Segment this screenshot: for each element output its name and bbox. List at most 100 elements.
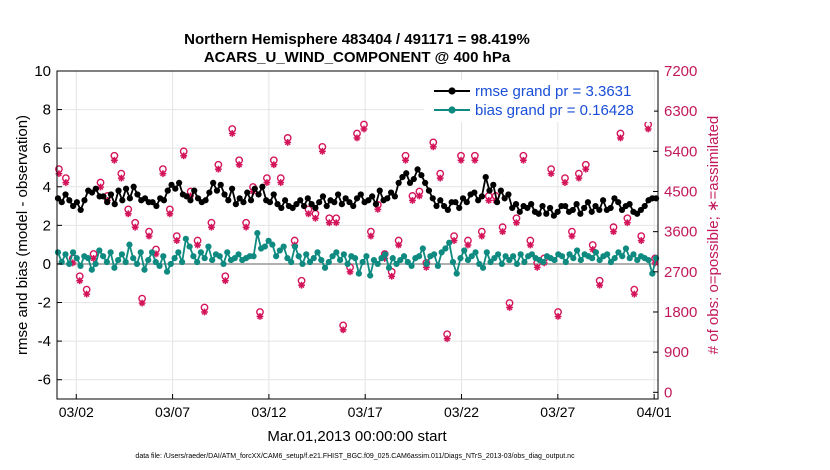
x-tick-label: 03/07	[155, 404, 190, 420]
rmse-point	[573, 201, 580, 208]
obs-assimilated-point	[256, 313, 264, 320]
rmse-series-layer	[54, 166, 660, 219]
bias-point	[370, 256, 378, 264]
x-tick-label: 03/27	[540, 404, 575, 420]
rmse-point	[172, 185, 179, 192]
bias-point	[431, 251, 438, 258]
rmse-point	[130, 183, 137, 190]
rmse-point	[399, 174, 406, 181]
bias-point	[626, 255, 633, 262]
rmse-point	[191, 187, 198, 194]
bias-series-layer	[54, 229, 660, 279]
rmse-point	[353, 195, 361, 202]
x-axis-ticks: 03/02 03/07 03/12 03/17 03/22 03/27 04/01	[59, 394, 672, 420]
rmse-point	[641, 202, 648, 210]
rmse-point	[62, 191, 69, 198]
bias-point	[423, 260, 430, 268]
bias-point	[374, 260, 381, 268]
rmse-point	[183, 193, 190, 200]
obs-assimilated-point	[610, 228, 617, 236]
obs-assimilated-point	[242, 223, 250, 231]
rmse-point	[372, 201, 380, 208]
rmse-point	[459, 195, 467, 202]
rmse-point	[293, 201, 300, 208]
bias-point	[325, 258, 332, 266]
rmse-point	[425, 187, 433, 194]
bias-point	[457, 255, 464, 262]
obs-assimilated-point	[617, 134, 624, 142]
rmse-point	[437, 197, 444, 204]
bias-point	[118, 251, 126, 258]
bias-point	[235, 251, 242, 258]
obs-assimilated-point	[457, 156, 465, 164]
bias-point	[261, 243, 268, 250]
rmse-point	[452, 199, 459, 206]
bias-point	[175, 249, 182, 256]
rmse-point	[111, 201, 118, 208]
bias-point	[367, 272, 374, 279]
obs-assimilated-point	[485, 197, 493, 204]
bias-point	[84, 255, 92, 262]
obs-assimilated-point	[235, 161, 243, 169]
right-tick-label: 5400	[664, 143, 697, 160]
rmse-point	[615, 199, 622, 206]
rmse-point	[88, 189, 96, 196]
obs-assimilated-point	[402, 156, 409, 164]
obs-assimilated-point	[395, 241, 403, 249]
rmse-point	[244, 189, 251, 196]
bias-point	[224, 249, 231, 256]
bias-point	[461, 247, 468, 254]
right-tick-label: 2700	[664, 264, 697, 281]
bias-point	[442, 245, 449, 252]
x-tick-label: 04/01	[637, 404, 672, 420]
bias-point	[453, 270, 460, 277]
rmse-point	[342, 195, 349, 202]
rmse-point	[225, 197, 232, 204]
bias-point	[378, 255, 385, 262]
bias-point	[66, 260, 73, 268]
rmse-point	[259, 183, 266, 190]
rmse-point	[387, 189, 395, 196]
rmse-point	[369, 193, 376, 200]
rmse-point	[546, 204, 554, 212]
obs-assimilated-point	[416, 192, 423, 200]
obs-assimilated-point	[117, 174, 125, 182]
bias-point	[141, 266, 148, 273]
left-tick-label: -4	[38, 333, 51, 350]
bias-point	[438, 249, 445, 256]
rmse-point	[194, 195, 202, 202]
legend-rmse-label: rmse grand pr = 3.3631	[475, 83, 631, 100]
bias-point	[468, 253, 475, 260]
rmse-point	[104, 199, 111, 206]
rmse-point	[618, 206, 626, 214]
obs-assimilated-point	[208, 223, 215, 231]
bias-point	[615, 249, 622, 256]
obs-assimilated-point	[506, 304, 513, 311]
rmse-point	[493, 199, 501, 206]
bias-point	[634, 256, 641, 264]
rmse-point	[331, 199, 338, 206]
bias-point	[404, 258, 411, 266]
right-tick-label: 4500	[664, 183, 697, 200]
obs-assimilated-point	[284, 139, 292, 146]
obs-assimilated-point	[630, 290, 638, 298]
rmse-point	[444, 206, 451, 214]
rmse-point	[350, 202, 357, 210]
rmse-point	[346, 199, 353, 206]
obs-assimilated-point	[325, 219, 333, 227]
bias-point	[589, 255, 596, 262]
obs-assimilated-point	[305, 210, 312, 218]
bias-point	[190, 253, 197, 260]
bias-point	[321, 264, 329, 271]
rmse-point	[501, 195, 508, 202]
bias-point	[446, 239, 453, 246]
obs-assimilated-point	[526, 241, 534, 249]
bias-point	[513, 260, 520, 268]
bias-point	[303, 251, 310, 258]
obs-assimilated-point	[429, 143, 437, 151]
rmse-point	[240, 199, 247, 206]
rmse-point	[607, 204, 614, 212]
rmse-point	[308, 201, 315, 208]
bias-point	[494, 251, 502, 258]
